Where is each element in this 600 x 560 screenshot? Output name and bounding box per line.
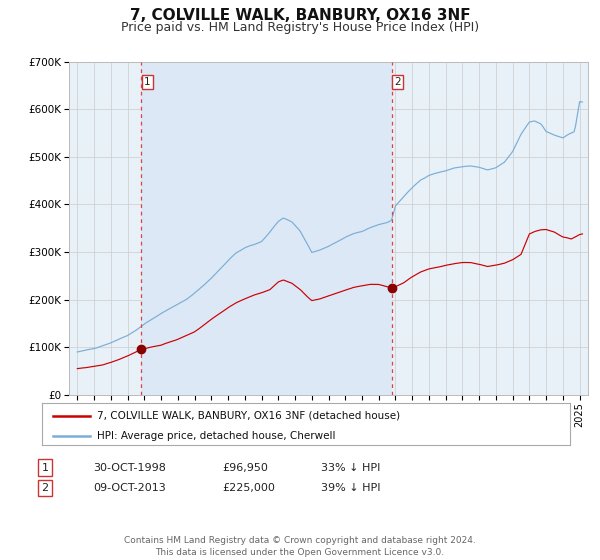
Text: 1: 1 [144,77,151,87]
Text: Contains HM Land Registry data © Crown copyright and database right 2024.
This d: Contains HM Land Registry data © Crown c… [124,536,476,557]
Text: 2: 2 [41,483,49,493]
Text: HPI: Average price, detached house, Cherwell: HPI: Average price, detached house, Cher… [97,431,336,441]
Text: Price paid vs. HM Land Registry's House Price Index (HPI): Price paid vs. HM Land Registry's House … [121,21,479,34]
Text: £96,950: £96,950 [222,463,268,473]
Text: 7, COLVILLE WALK, BANBURY, OX16 3NF (detached house): 7, COLVILLE WALK, BANBURY, OX16 3NF (det… [97,411,401,421]
Text: 30-OCT-1998: 30-OCT-1998 [93,463,166,473]
Bar [142,62,392,395]
Text: 1: 1 [41,463,49,473]
Text: 33% ↓ HPI: 33% ↓ HPI [321,463,380,473]
Text: 2: 2 [394,77,401,87]
Text: 39% ↓ HPI: 39% ↓ HPI [321,483,380,493]
Text: £225,000: £225,000 [222,483,275,493]
Text: 7, COLVILLE WALK, BANBURY, OX16 3NF: 7, COLVILLE WALK, BANBURY, OX16 3NF [130,8,470,24]
Text: 09-OCT-2013: 09-OCT-2013 [93,483,166,493]
